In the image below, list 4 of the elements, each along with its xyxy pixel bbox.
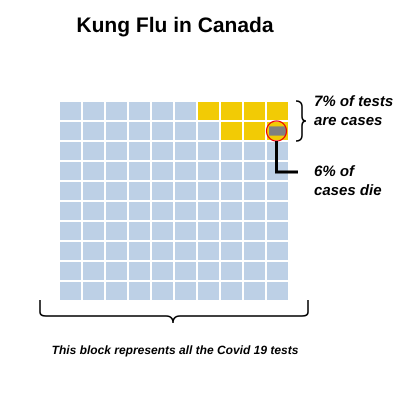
- text: Kung Flu in Canada: [75, 14, 275, 38]
- data-label: 6% of cases die: [314, 162, 383, 200]
- text: This block represents all the Covid 19 tests: [50, 343, 300, 357]
- data-label: 7% of tests are cases: [314, 92, 394, 130]
